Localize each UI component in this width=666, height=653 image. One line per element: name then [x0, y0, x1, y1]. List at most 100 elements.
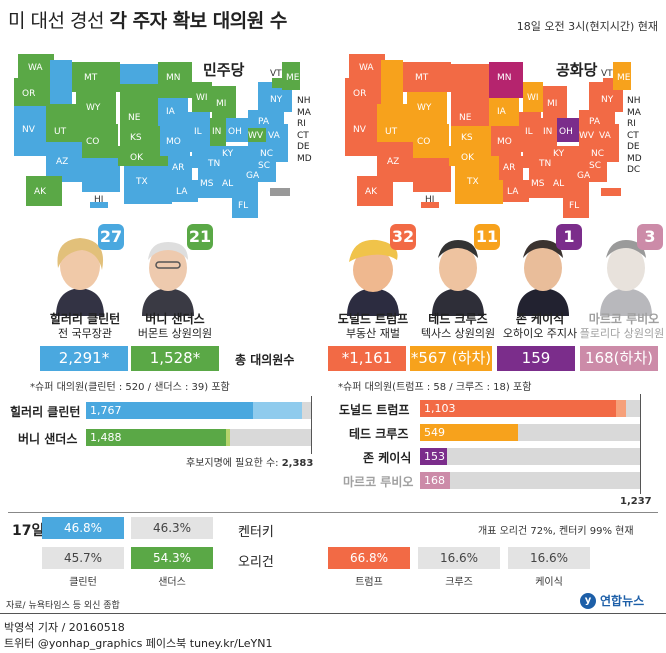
dem-state-label: AZ	[56, 157, 68, 167]
rep-state-label: NE	[459, 113, 472, 123]
rep-state-label: MO	[497, 137, 512, 147]
sanders-bar: 1,488	[86, 429, 227, 446]
clinton-bar-label: 힐러리 클린턴	[10, 405, 81, 419]
rep-small-states: NH MA RI CT DE MD DC	[627, 96, 642, 177]
clinton-name: 힐러리 클린턴	[49, 312, 121, 326]
cruz-role: 텍사스 상원의원	[420, 327, 496, 340]
dem-state-label: IA	[166, 107, 176, 117]
sanders-role: 버몬트 상원의원	[137, 327, 213, 340]
rep-side-label: DE	[627, 142, 640, 152]
dem-state-label: HI	[94, 195, 103, 205]
cruz-bar: 549	[420, 424, 518, 441]
sanders-states-badge: 21	[187, 224, 213, 250]
dem-state-label: CO	[86, 137, 99, 147]
dem-state-label: AL	[222, 179, 233, 189]
rep-state-label: AZ	[387, 157, 399, 167]
dem-state-label: WV	[248, 131, 264, 141]
sanders-total: 1,528*	[131, 346, 219, 371]
rep-map-shapes	[345, 54, 631, 218]
dem-state-label: TX	[135, 177, 148, 187]
dem-small-states: NH MA RI CT DE MD	[297, 96, 312, 165]
clinton-portrait	[56, 238, 104, 316]
title-bold: 각 주자 확보 대의원 수	[109, 10, 288, 32]
cruz-portrait	[432, 240, 484, 316]
dem-state-label: MO	[166, 137, 181, 147]
dem-party-label: 민주당	[203, 61, 245, 79]
yonhap-logo-text: 연합뉴스	[600, 594, 645, 608]
dem-state-label: NV	[22, 125, 36, 135]
ky-sanders-pct: 46.3%	[131, 517, 213, 539]
sanders-portrait	[142, 242, 194, 316]
timestamp: 18일 오전 3시(현지시간) 현재	[516, 20, 658, 33]
col-trump: 트럼프	[355, 577, 383, 588]
col-sanders: 샌더스	[158, 577, 186, 588]
yonhap-logo: y 연합뉴스	[580, 592, 644, 609]
clinton-role: 전 국무장관	[57, 327, 113, 340]
rep-state-label: IA	[497, 107, 507, 117]
rubio-bar: 168	[420, 472, 450, 489]
rep-state-label: HI	[425, 195, 434, 205]
dem-threshold-note: 후보지명에 필요한 수: 2,383	[186, 454, 313, 469]
cruz-bar-label: 테드 크루즈	[349, 427, 409, 441]
trump-role: 부동산 재벌	[345, 327, 401, 340]
rep-state-label: ME	[617, 73, 631, 83]
rep-state-label: OH	[559, 127, 573, 137]
clinton-states-badge: 27	[98, 224, 124, 250]
rep-state-label: OR	[353, 89, 366, 99]
rep-superdelegate-note: *슈퍼 대의원(트럼프 : 58 / 크루즈 : 18) 포함	[338, 382, 532, 393]
dem-state-label: KY	[222, 149, 234, 159]
dem-state-label: SC	[258, 161, 270, 171]
kasich-states-badge: 1	[556, 224, 582, 250]
kasich-portrait	[517, 240, 569, 316]
dem-state-label: MT	[84, 73, 98, 83]
rep-state-label: SC	[589, 161, 601, 171]
yonhap-logo-icon: y	[580, 592, 596, 609]
rep-state-label: IN	[543, 127, 552, 137]
rep-state-label: AL	[553, 179, 564, 189]
kasich-bar-label: 존 케이식	[363, 451, 412, 465]
dem-state-label: NY	[270, 95, 283, 105]
or-clinton-pct: 45.7%	[42, 547, 124, 569]
dem-state-label: WI	[196, 93, 208, 103]
dem-side-label: MD	[297, 153, 312, 164]
rep-side-label: RI	[627, 119, 636, 129]
rubio-bar-track: 168	[420, 472, 640, 489]
dem-state-label: OH	[228, 127, 242, 137]
dem-side-label: DE	[297, 142, 310, 152]
rubio-total: 168(하차)	[580, 346, 658, 371]
rep-state-label: GA	[577, 171, 591, 181]
sanders-bar-track: 1,488	[86, 429, 311, 446]
rubio-states-badge: 3	[637, 224, 663, 250]
trump-portrait	[347, 239, 399, 316]
dem-superdelegate-note: *슈퍼 대의원(클린턴 : 520 / 샌더스 : 39) 포함	[30, 382, 230, 393]
dem-state-label: WY	[86, 103, 101, 113]
dem-state-labels: WA OR NV UT AZ MT WY CO NE KS OK TX MN I…	[22, 63, 300, 211]
source-note: 자료/ 뉴욕타임스 등 외신 종합	[6, 601, 120, 611]
trump-total: *1,161	[328, 346, 406, 371]
dem-state-label: IN	[212, 127, 221, 137]
or-kasich-pct: 16.6%	[508, 547, 590, 569]
or-trump-pct: 66.8%	[328, 547, 410, 569]
dem-state-label: OR	[22, 89, 35, 99]
results-top-separator	[8, 512, 658, 513]
rep-state-label: NY	[601, 95, 614, 105]
col-kasich: 케이식	[535, 577, 563, 588]
kasich-role: 오하이오 주지사	[502, 327, 578, 340]
dem-side-label: NH	[297, 96, 311, 106]
rep-state-label: NV	[353, 125, 367, 135]
rep-state-label: FL	[569, 201, 579, 211]
state-oregon: 오리건	[238, 555, 274, 570]
dem-state-label: PA	[258, 117, 270, 127]
cruz-states-badge: 11	[474, 224, 500, 250]
sanders-name: 버니 샌더스	[145, 312, 205, 326]
rep-threshold-value: 1,237	[620, 496, 652, 507]
dem-state-label: IL	[194, 127, 202, 137]
rep-state-label: TX	[466, 177, 479, 187]
rep-side-label: MD	[627, 153, 642, 164]
dem-state-label: MI	[216, 99, 226, 109]
clinton-total: 2,291*	[40, 346, 128, 371]
dem-state-label: VT	[270, 69, 282, 79]
dem-state-label: TN	[207, 159, 220, 169]
dem-map-shapes	[14, 54, 300, 218]
kasich-bar-track: 153	[420, 448, 640, 465]
